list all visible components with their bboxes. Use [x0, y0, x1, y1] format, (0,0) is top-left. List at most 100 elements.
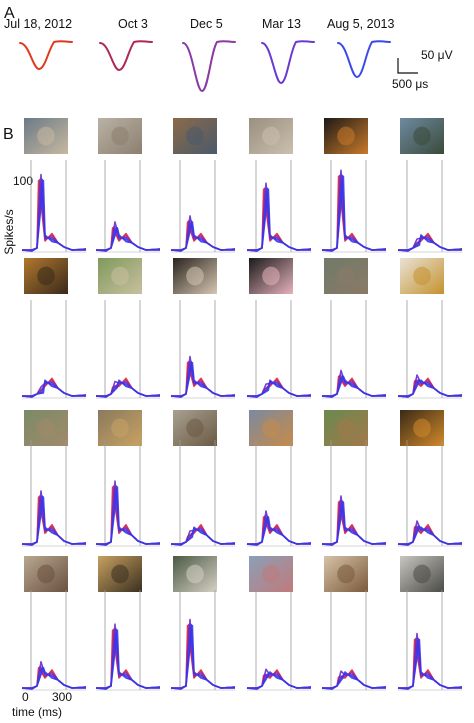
recording-date-1: Jul 18, 2012: [4, 17, 72, 31]
monkey-photo-22-subject: [262, 564, 280, 584]
psth-trace: [246, 671, 311, 690]
psth-trace: [96, 480, 161, 545]
psth-trace: [171, 221, 236, 251]
psth-trace: [22, 661, 87, 689]
psth-trace: [22, 179, 87, 251]
psth-trace: [171, 355, 236, 397]
psth-trace: [398, 234, 463, 251]
psth-trace: [21, 379, 86, 398]
monkey-photo-17-subject: [337, 418, 355, 438]
psth-trace: [247, 516, 312, 545]
psth-trace: [321, 671, 386, 690]
psth-trace: [171, 624, 236, 689]
psth-trace: [171, 215, 236, 251]
psth-trace: [322, 501, 387, 545]
psth-trace: [397, 637, 462, 690]
psth-trace: [95, 379, 160, 398]
psth-trace: [171, 526, 236, 545]
y-axis-label: Spikes/s: [2, 209, 16, 254]
psth-trace: [322, 671, 387, 689]
monkey-photo-16-subject: [262, 418, 280, 438]
monkey-photo-11-subject: [337, 266, 355, 286]
psth-trace: [95, 485, 160, 546]
recording-date-3: Dec 5: [190, 17, 223, 31]
psth-trace: [96, 486, 161, 545]
psth-trace: [96, 629, 161, 689]
psth-trace: [322, 175, 387, 251]
psth-trace: [22, 496, 87, 545]
waveform-row: Jul 18, 2012 Oct 3 Dec 5 Mar 13 Aug 5, 2013: [4, 17, 394, 93]
monkey-photo-2-subject: [111, 126, 129, 146]
monkey-photo-12-subject: [413, 266, 431, 286]
psth-trace: [170, 360, 235, 398]
monkey-photo-8-subject: [111, 266, 129, 286]
psth-trace: [171, 361, 236, 397]
psth-trace: [398, 236, 463, 251]
recording-date-5: Aug 5, 2013: [327, 17, 394, 31]
spike-waveform-2: [99, 40, 153, 72]
y-tick-label: 100: [13, 174, 33, 188]
psth-trace: [22, 496, 87, 545]
monkey-photo-6-subject: [413, 126, 431, 146]
psth-trace: [95, 628, 160, 690]
psth-grid: [21, 118, 463, 691]
monkey-photo-10-subject: [262, 266, 280, 286]
psth-trace: [95, 485, 160, 546]
psth-trace: [21, 495, 86, 546]
x-tick-0: 0: [22, 690, 29, 704]
psth-trace: [398, 379, 463, 397]
psth-trace: [247, 671, 312, 689]
recording-date-2: Oct 3: [118, 17, 148, 31]
psth-trace: [321, 500, 386, 546]
monkey-photo-15-subject: [186, 418, 204, 438]
psth-trace: [171, 361, 236, 397]
psth-trace: [321, 500, 386, 546]
psth-trace: [397, 234, 462, 252]
psth-trace: [21, 178, 86, 252]
monkey-photo-4-subject: [262, 126, 280, 146]
psth-trace: [398, 632, 463, 689]
monkey-photo-5-subject: [337, 126, 355, 146]
psth-trace: [171, 528, 236, 545]
spike-waveform-1: [19, 40, 73, 71]
monkey-photo-3-subject: [186, 126, 204, 146]
psth-trace: [22, 381, 87, 397]
monkey-photo-14-subject: [111, 418, 129, 438]
psth-trace: [96, 379, 161, 397]
monkey-photo-1-subject: [37, 126, 55, 146]
spike-waveform-3: [182, 40, 236, 93]
scale-bar: 50 μV 500 μs: [392, 48, 453, 91]
scale-amplitude-label: 50 μV: [421, 48, 453, 62]
psth-trace: [247, 188, 312, 251]
psth-trace: [397, 379, 462, 398]
psth-trace: [96, 227, 161, 251]
recording-date-4: Mar 13: [262, 17, 301, 31]
psth-trace: [397, 525, 462, 546]
spike-waveform-5: [337, 40, 391, 79]
monkey-photo-9-subject: [186, 266, 204, 286]
psth-trace: [398, 526, 463, 545]
psth-trace: [96, 486, 161, 545]
x-tick-300: 300: [52, 690, 72, 704]
monkey-photo-19-subject: [37, 564, 55, 584]
monkey-photo-23-subject: [337, 564, 355, 584]
psth-trace: [22, 667, 87, 689]
panel-b-letter: B: [3, 126, 14, 143]
monkey-photo-21-subject: [186, 564, 204, 584]
spike-waveform-4: [261, 40, 315, 85]
psth-trace: [171, 221, 236, 251]
psth-trace: [398, 638, 463, 689]
monkey-photo-13-subject: [37, 418, 55, 438]
panel-a-letter: A: [4, 5, 15, 22]
psth-trace: [247, 379, 312, 397]
psth-trace: [246, 379, 311, 398]
psth-trace: [398, 638, 463, 689]
monkey-photo-20-subject: [111, 564, 129, 584]
psth-trace: [22, 490, 87, 545]
monkey-photo-7-subject: [37, 266, 55, 286]
psth-trace: [21, 495, 86, 546]
psth-trace: [322, 495, 387, 545]
psth-trace: [397, 637, 462, 690]
psth-trace: [170, 360, 235, 398]
